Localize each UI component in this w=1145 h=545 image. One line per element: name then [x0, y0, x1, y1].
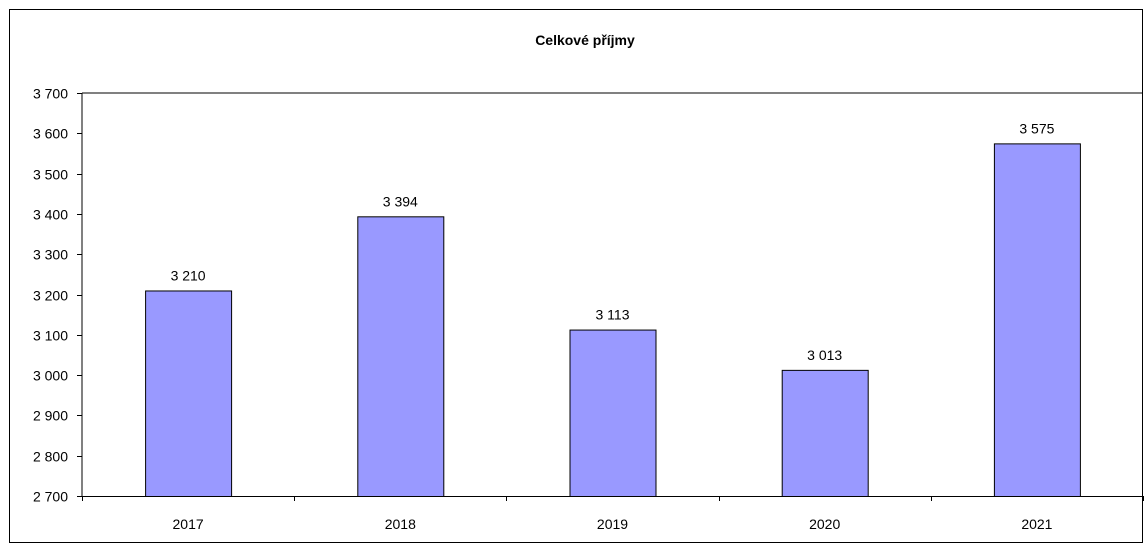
x-category-label: 2017: [173, 516, 204, 532]
y-tick-label: 3 100: [33, 328, 68, 344]
y-axis: 2 700 2 800 2 900 3 000 3 100 3 200 3 300 3 400…: [33, 86, 1143, 505]
y-tick-label: 3 700: [33, 86, 68, 102]
bar-value-label: 3 113: [596, 307, 630, 323]
chart-title: Celkové příjmy: [535, 32, 635, 48]
bar: [357, 216, 445, 497]
bar: [993, 143, 1081, 497]
x-category-label: 2021: [1021, 516, 1052, 532]
bars: [145, 143, 1081, 497]
data-labels: 3 210 3 394 3 113 3 013 3 575: [171, 120, 1055, 362]
x-axis: 2017 2018 2019 2020 2021: [82, 496, 1144, 532]
bar-value-label: 3 013: [807, 347, 842, 363]
y-tick-label: 2 800: [33, 449, 68, 465]
bar-value-label: 3 394: [383, 193, 418, 209]
y-tick-label: 3 200: [33, 288, 68, 304]
bar-value-label: 3 575: [1019, 120, 1054, 136]
bar: [781, 369, 869, 497]
y-tick-label: 3 500: [33, 167, 68, 183]
x-category-label: 2018: [385, 516, 416, 532]
y-tick-label: 2 700: [33, 489, 68, 505]
y-tick-label: 3 000: [33, 368, 68, 384]
y-tick-label: 3 300: [33, 247, 68, 263]
x-category-label: 2019: [597, 516, 628, 532]
bar-value-label: 3 210: [171, 267, 206, 283]
y-tick-label: 2 900: [33, 408, 68, 424]
y-tick-label: 3 600: [33, 126, 68, 142]
bar: [569, 329, 657, 497]
y-tick-label: 3 400: [33, 207, 68, 223]
bar: [145, 290, 233, 497]
x-category-label: 2020: [809, 516, 840, 532]
